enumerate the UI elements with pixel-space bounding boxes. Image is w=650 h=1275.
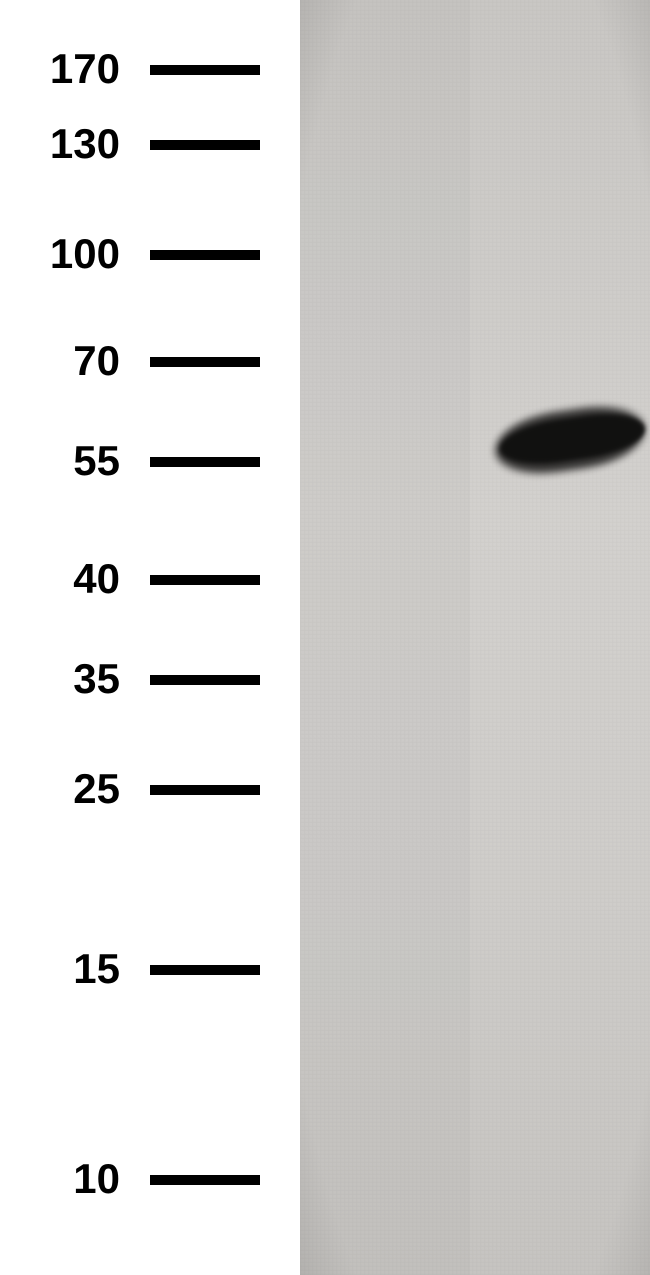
mw-tick (150, 457, 260, 467)
mw-label: 70 (0, 337, 120, 385)
mw-tick (150, 575, 260, 585)
blot-membrane (300, 0, 650, 1275)
mw-tick (150, 140, 260, 150)
mw-label: 170 (0, 45, 120, 93)
mw-tick (150, 965, 260, 975)
mw-label: 25 (0, 765, 120, 813)
mw-tick (150, 357, 260, 367)
mw-tick (150, 675, 260, 685)
western-blot-figure: 170 130 100 70 55 40 35 25 15 10 (0, 0, 650, 1275)
lane (470, 0, 650, 1275)
mw-label: 130 (0, 120, 120, 168)
mw-label: 100 (0, 230, 120, 278)
mw-label: 40 (0, 555, 120, 603)
mw-tick (150, 250, 260, 260)
mw-label: 35 (0, 655, 120, 703)
mw-tick (150, 785, 260, 795)
lane (300, 0, 470, 1275)
mw-tick (150, 65, 260, 75)
mw-label: 15 (0, 945, 120, 993)
mw-label: 10 (0, 1155, 120, 1203)
mw-label: 55 (0, 437, 120, 485)
mw-tick (150, 1175, 260, 1185)
